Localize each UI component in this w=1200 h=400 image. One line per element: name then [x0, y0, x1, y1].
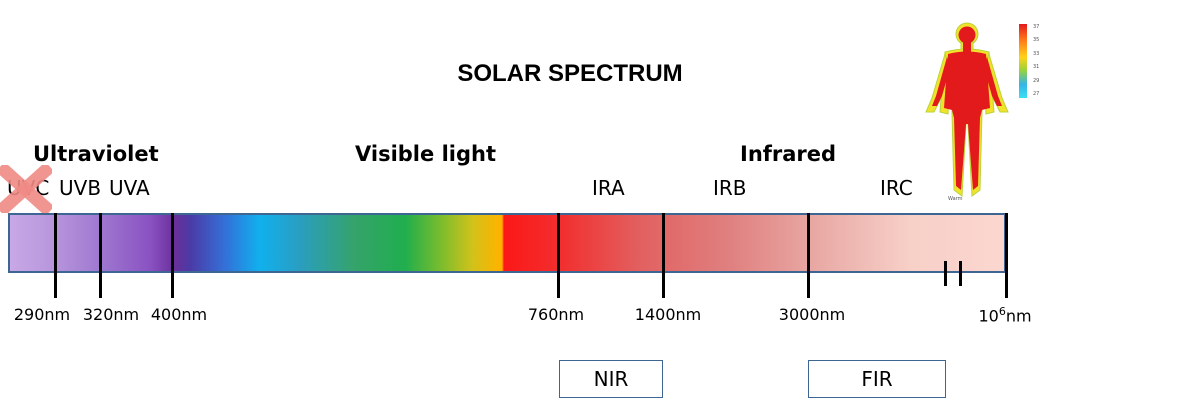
tick-290nm [54, 213, 57, 298]
category-infrared: Infrared [740, 142, 837, 166]
group-label-nir: NIR [593, 367, 629, 391]
wavelength-label-400: 400nm [150, 305, 208, 324]
x-cross-icon [0, 165, 52, 213]
subband-irb: IRB [713, 176, 747, 200]
scale-label: 33 [1033, 51, 1040, 57]
wavelength-label-320: 320nm [82, 305, 140, 324]
subband-irc: IRC [880, 176, 913, 200]
wavelength-label-3000: 3000nm [778, 305, 846, 324]
thermal-human-body-icon [925, 22, 1009, 197]
group-label-fir: FIR [861, 367, 893, 391]
axis-break-mark [959, 261, 962, 286]
wavelength-label-10e6: 106nm [978, 305, 1032, 326]
category-ultraviolet: Ultraviolet [33, 142, 159, 166]
tick-320nm [99, 213, 102, 298]
tick-3000nm [807, 213, 810, 298]
scale-label: 37 [1033, 24, 1040, 30]
temperature-scale-bar [1019, 24, 1027, 98]
subband-ira: IRA [592, 176, 625, 200]
scale-label: 35 [1033, 37, 1040, 43]
tick-10e6nm [1005, 213, 1008, 298]
category-visible-light: Visible light [355, 142, 496, 166]
wavelength-label-760: 760nm [527, 305, 585, 324]
tick-760nm [557, 213, 560, 298]
subband-uvb: UVB [59, 176, 102, 200]
scale-label: 29 [1033, 78, 1040, 84]
tick-1400nm [662, 213, 665, 298]
scale-label: 27 [1033, 91, 1040, 97]
subband-uva: UVA [109, 176, 150, 200]
wavelength-label-1400: 1400nm [634, 305, 702, 324]
scale-label: 31 [1033, 64, 1040, 70]
spectrum-bar [8, 213, 1006, 273]
page-title: SOLAR SPECTRUM [457, 60, 683, 87]
group-box-fir: FIR [808, 360, 946, 398]
wavelength-label-290: 290nm [13, 305, 71, 324]
axis-break-mark [944, 261, 947, 286]
thermal-caption: Warm [948, 196, 963, 202]
group-box-nir: NIR [559, 360, 663, 398]
tick-400nm [171, 213, 174, 298]
